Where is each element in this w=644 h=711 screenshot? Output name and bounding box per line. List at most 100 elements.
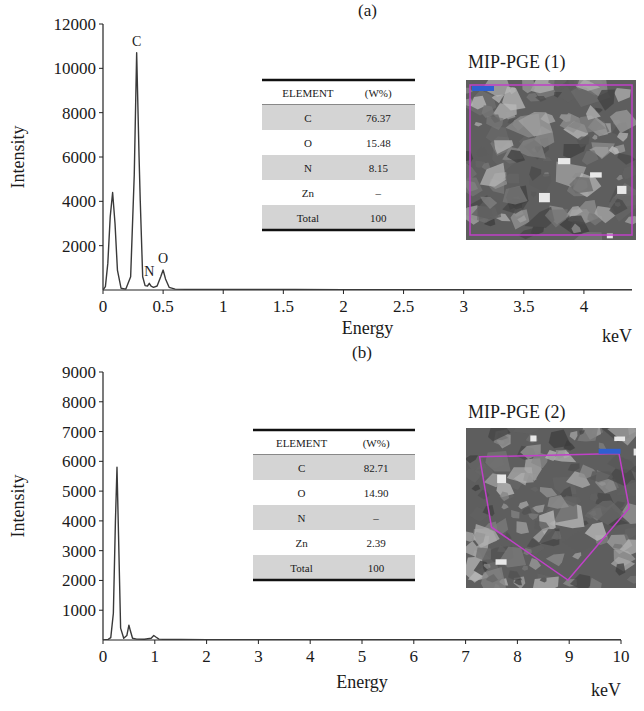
y-tick-label: 6000 <box>62 452 96 471</box>
y-tick <box>99 372 103 373</box>
sem-bright <box>614 437 625 442</box>
sem-grain <box>523 473 536 482</box>
x-tick <box>463 290 464 294</box>
sem-bright <box>530 435 536 441</box>
selection-tag <box>599 449 621 454</box>
table-cell: 100 <box>370 212 387 224</box>
sem-grain <box>507 150 525 163</box>
x-tick <box>223 290 224 294</box>
sem-grain <box>522 80 535 93</box>
x-tick <box>621 640 622 644</box>
peak-label: C <box>132 34 141 49</box>
table-cell: 2.39 <box>366 537 386 549</box>
table-cell: N <box>304 162 312 174</box>
x-tick <box>258 640 259 644</box>
x-tick-label: 2 <box>339 297 348 316</box>
sem-grain <box>551 531 561 540</box>
table-head: ELEMENT <box>282 87 334 99</box>
y-tick-label: 10000 <box>54 59 97 78</box>
sem-grain <box>590 493 599 501</box>
sem-grain <box>579 430 585 435</box>
sem-grain <box>563 440 575 451</box>
y-tick-label: 5000 <box>62 482 96 501</box>
sem-grain <box>502 87 526 111</box>
selection <box>480 454 630 580</box>
peak-label: N <box>144 264 154 279</box>
sem-ground <box>466 428 636 588</box>
sem-image <box>466 80 636 240</box>
sem-grain <box>616 175 623 181</box>
y-tick <box>99 68 103 69</box>
sem-grain <box>522 507 532 515</box>
table-cell: Zn <box>302 187 315 199</box>
sem-grain <box>548 80 567 87</box>
y-tick-label: 7000 <box>62 423 96 442</box>
y-axis-title: Intensity <box>8 475 28 538</box>
sem-grain <box>466 455 478 463</box>
sem-grain <box>592 135 597 140</box>
y-tick <box>99 157 103 158</box>
y-tick-label: 4000 <box>62 512 96 531</box>
y-tick <box>99 201 103 202</box>
sem-grain <box>526 434 539 443</box>
table-cell: Zn <box>295 537 308 549</box>
sem-grain <box>478 490 490 500</box>
x-tick-label: 2.5 <box>393 297 414 316</box>
y-axis-title: Intensity <box>8 126 28 189</box>
table-cell: – <box>372 512 379 524</box>
sem-grain <box>476 547 491 560</box>
x-tick <box>523 290 524 294</box>
x-tick <box>283 290 284 294</box>
table-rule <box>262 229 415 232</box>
table-cell: O <box>298 487 306 499</box>
y-tick <box>99 491 103 492</box>
y-tick <box>99 112 103 113</box>
y-tick-label: 2000 <box>62 571 96 590</box>
sem-grain <box>535 96 546 102</box>
sem-grain <box>486 574 498 583</box>
sem-grain <box>569 177 593 194</box>
sem-grain <box>570 574 590 588</box>
sem-grain <box>480 163 506 187</box>
x-axis-unit: keV <box>591 680 621 700</box>
panel: (a)2000400060008000100001200000.511.522.… <box>8 1 643 346</box>
x-tick-label: 10 <box>613 647 630 666</box>
table-head: (W%) <box>365 87 392 100</box>
sem-grain <box>474 122 482 127</box>
sem-grain <box>522 565 528 570</box>
sem-grain <box>513 428 542 434</box>
sem-grain <box>547 495 569 509</box>
sem-grain <box>625 527 636 540</box>
x-tick <box>569 640 570 644</box>
table-cell: 82.71 <box>364 462 389 474</box>
table-cell: O <box>304 137 312 149</box>
sem-grain <box>466 177 483 196</box>
image-label: MIP-PGE (2) <box>468 402 566 423</box>
table-rule <box>253 429 415 432</box>
x-tick <box>517 640 518 644</box>
sem-grain <box>577 428 598 442</box>
x-tick <box>154 640 155 644</box>
sem-grain <box>589 578 602 588</box>
sem-grain <box>514 578 522 585</box>
sem-grain <box>516 521 529 534</box>
table-cell: – <box>375 187 382 199</box>
x-tick-label: 8 <box>513 647 522 666</box>
sem-grain <box>554 450 577 462</box>
sem-bright <box>607 234 613 239</box>
x-tick-label: 9 <box>565 647 574 666</box>
y-tick <box>99 580 103 581</box>
sem-grain <box>466 531 476 541</box>
y-tick <box>99 24 103 25</box>
selection-tag <box>472 86 494 91</box>
figure: (a)2000400060008000100001200000.511.522.… <box>0 0 644 711</box>
sem-grain <box>511 510 519 518</box>
table-cell: 100 <box>368 562 385 574</box>
sem-grain <box>488 428 511 441</box>
x-tick <box>103 640 104 644</box>
y-tick-label: 6000 <box>62 148 96 167</box>
peak-label: O <box>158 251 168 266</box>
panel-title: (b) <box>352 343 372 362</box>
x-tick <box>403 290 404 294</box>
sem-grain <box>572 552 581 559</box>
